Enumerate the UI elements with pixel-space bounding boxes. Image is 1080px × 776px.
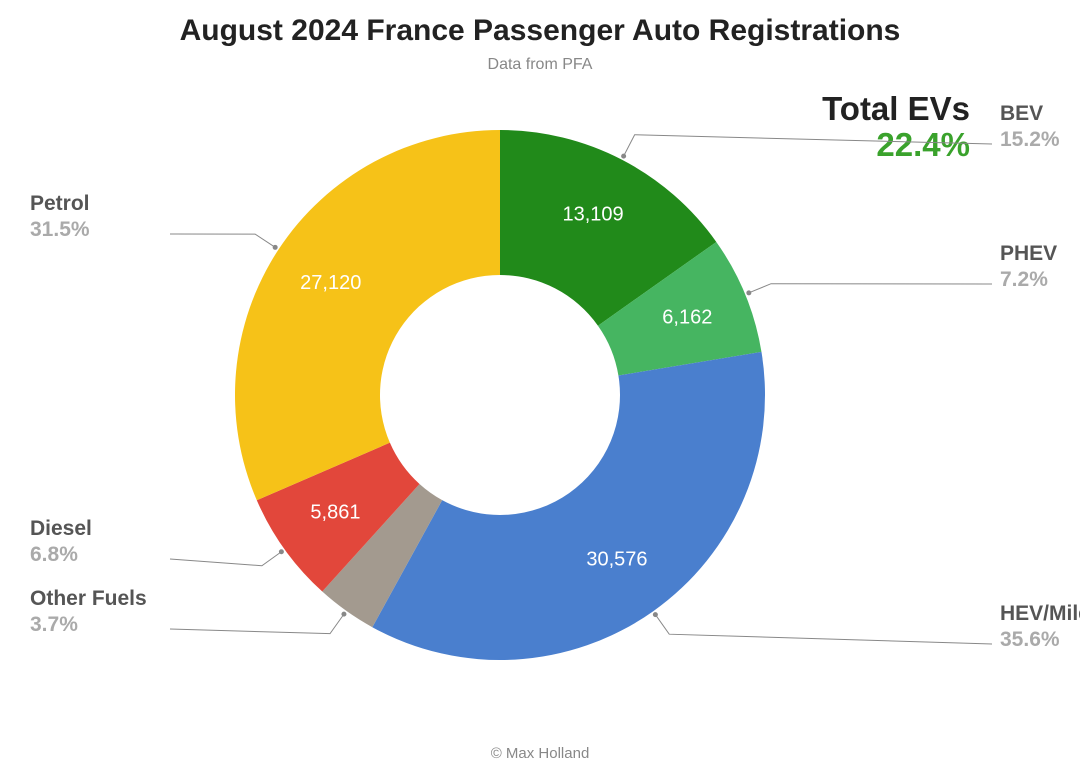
slice-value: 30,576	[586, 549, 647, 571]
leader-dot	[653, 612, 658, 617]
slice-label-pct: 3.7%	[30, 613, 78, 636]
leader-line	[749, 284, 992, 293]
leader-dot	[621, 154, 626, 159]
slice-petrol	[235, 130, 500, 500]
leader-line	[170, 552, 281, 566]
slice-label-name: BEV	[1000, 102, 1043, 125]
slice-value: 27,120	[300, 272, 361, 294]
slice-label-name: PHEV	[1000, 242, 1057, 265]
slice-label-name: HEV/Mild	[1000, 602, 1080, 625]
leader-dot	[279, 549, 284, 554]
slice-label-name: Other Fuels	[30, 587, 147, 610]
slice-label-pct: 31.5%	[30, 218, 90, 241]
leader-line	[170, 234, 275, 247]
slice-label-pct: 35.6%	[1000, 628, 1060, 651]
leader-line	[170, 614, 344, 634]
slice-label-name: Diesel	[30, 517, 92, 540]
slice-label-pct: 15.2%	[1000, 128, 1060, 151]
slice-label-pct: 6.8%	[30, 543, 78, 566]
leader-line	[655, 615, 992, 644]
slice-value: 5,861	[310, 501, 360, 523]
slice-value: 6,162	[662, 306, 712, 328]
donut-chart: 13,109 6,162 30,576 5,861 27,120 BEV 15.2% PHE…	[0, 0, 1080, 776]
leader-line	[624, 135, 992, 156]
slice-value: 13,109	[562, 203, 623, 225]
slice-label-name: Petrol	[30, 192, 90, 215]
leader-dot	[273, 245, 278, 250]
chart-container: August 2024 France Passenger Auto Regist…	[0, 0, 1080, 776]
leader-dot	[341, 612, 346, 617]
leader-dot	[746, 290, 751, 295]
slice-label-pct: 7.2%	[1000, 268, 1048, 291]
